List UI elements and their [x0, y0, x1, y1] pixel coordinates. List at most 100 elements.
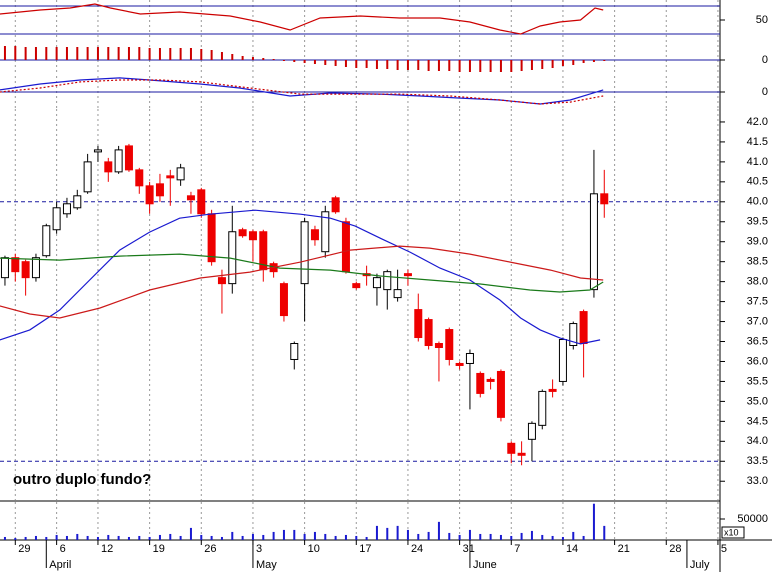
candle-body — [176, 167, 185, 181]
bar — [303, 60, 306, 63]
series-line — [0, 3, 604, 35]
bar — [65, 535, 68, 540]
bar — [510, 535, 513, 540]
y-tick-label: 38.0 — [747, 276, 768, 288]
candle-body — [321, 211, 330, 253]
bar — [34, 535, 37, 540]
x-tick-label: 6 — [60, 543, 66, 555]
bar — [282, 60, 285, 61]
panel: 0 — [0, 76, 768, 108]
candle-body — [445, 329, 454, 360]
bar — [107, 534, 110, 540]
candle-body — [579, 311, 588, 345]
bar — [437, 521, 440, 540]
bar — [572, 60, 575, 65]
candle-body — [352, 283, 361, 289]
bar — [169, 533, 172, 540]
bar — [479, 60, 482, 72]
bar — [210, 50, 213, 60]
bar — [582, 535, 585, 540]
bar — [499, 534, 502, 540]
candle-body — [11, 257, 20, 273]
bar — [148, 48, 151, 60]
candle-body — [465, 352, 474, 364]
candle-body — [476, 372, 485, 394]
bar — [603, 60, 606, 61]
bar — [272, 531, 275, 540]
bar — [86, 47, 89, 60]
bar — [148, 536, 151, 540]
bar — [375, 525, 378, 540]
candle-body — [73, 195, 82, 209]
candle-body — [135, 169, 144, 187]
bar — [55, 534, 58, 540]
bar — [158, 48, 161, 60]
bar — [427, 531, 430, 540]
bar — [572, 531, 575, 540]
series-line — [0, 245, 604, 319]
x-tick-label: 21 — [618, 543, 630, 555]
bar — [561, 60, 564, 66]
bar — [220, 52, 223, 60]
bar — [303, 533, 306, 540]
y-tick-label: 36.5 — [747, 335, 768, 347]
y-tick-label: 33.5 — [747, 455, 768, 467]
y-tick-label: 35.0 — [747, 395, 768, 407]
panel: 50000 x10 29 6 12 19 26 3 10 17 24 31 7 14 21 28 5 April M… — [3, 502, 768, 571]
candle-body — [434, 343, 443, 349]
candle-body — [21, 261, 30, 279]
candle-body — [186, 195, 195, 201]
y-tick-label: 39.5 — [747, 216, 768, 228]
annotation: outro duplo fundo? — [13, 471, 151, 488]
candle-body — [145, 185, 154, 205]
bar — [189, 48, 192, 60]
bar — [530, 60, 533, 70]
panel: 0 — [0, 35, 768, 75]
candle-body — [414, 309, 423, 339]
bar — [293, 60, 296, 62]
candle-body — [52, 207, 61, 231]
bar — [551, 535, 554, 540]
bar — [499, 60, 502, 72]
series-line — [0, 253, 604, 293]
bar — [541, 60, 544, 69]
x-tick-label: 10 — [308, 543, 320, 555]
candle-body — [207, 213, 216, 263]
candle-body — [403, 273, 412, 277]
bar — [489, 60, 492, 72]
y-tick-label: 0 — [762, 54, 768, 66]
bar — [34, 47, 37, 60]
bar — [251, 533, 254, 540]
bar — [231, 54, 234, 60]
candle-body — [217, 277, 226, 285]
bar — [396, 60, 399, 70]
bar — [45, 536, 48, 540]
bar — [458, 534, 461, 540]
bar — [530, 530, 533, 540]
bar — [24, 536, 27, 540]
bar — [158, 534, 161, 540]
bar — [592, 60, 595, 62]
x-tick-label: 31 — [463, 543, 475, 555]
bar — [241, 56, 244, 60]
y-tick-label: 38.5 — [747, 256, 768, 268]
candle-body — [197, 189, 206, 215]
series-line — [0, 209, 601, 345]
bar — [24, 47, 27, 60]
bar — [86, 535, 89, 540]
bar — [417, 60, 420, 70]
bar — [210, 535, 213, 540]
candle-body — [114, 149, 123, 173]
bar — [117, 535, 120, 540]
candle-body — [62, 203, 71, 215]
y-tick-label: 40.0 — [747, 196, 768, 208]
bar — [479, 533, 482, 540]
month-label: June — [473, 559, 497, 571]
bar — [510, 60, 513, 72]
bar — [127, 536, 130, 540]
bar — [406, 60, 409, 70]
bar — [417, 533, 420, 540]
candle-body — [166, 175, 175, 179]
panel: 50 — [0, 0, 768, 35]
x-tick-label: 19 — [153, 543, 165, 555]
